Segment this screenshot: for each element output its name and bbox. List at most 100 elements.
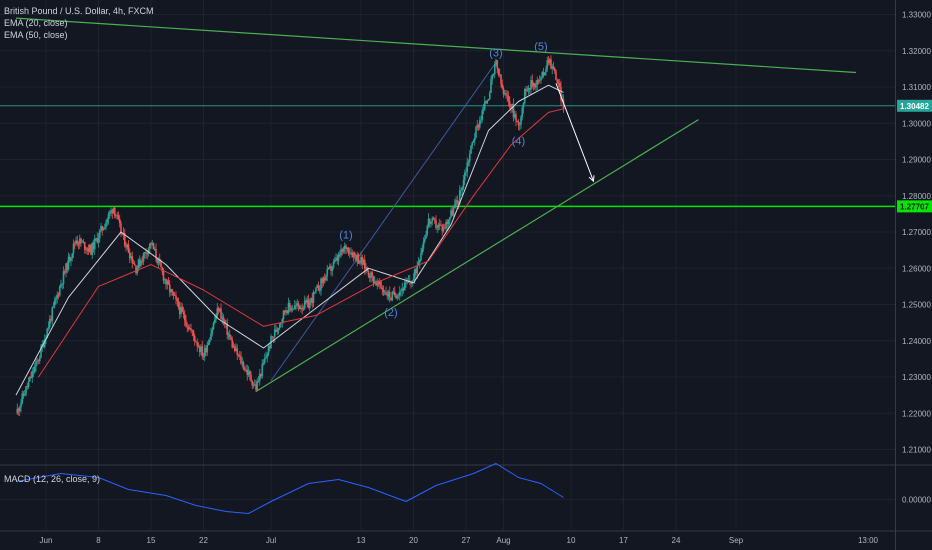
price-axis[interactable]: 1.33000 1.32000 1.31000 1.30000 1.29000 1.280… <box>897 11 932 505</box>
candle-up <box>425 234 427 239</box>
candlesticks <box>16 55 565 416</box>
candle-up <box>333 260 336 262</box>
candle-down <box>355 255 357 261</box>
candle-up <box>273 329 276 337</box>
candle-down <box>173 295 176 296</box>
candle-up <box>208 339 211 343</box>
candle-down <box>371 272 374 276</box>
candle-up <box>437 224 440 228</box>
candle-down <box>176 298 179 301</box>
candle-up <box>526 90 529 92</box>
candle-up <box>300 308 302 310</box>
candle-up <box>466 162 469 172</box>
candle-up <box>523 88 526 104</box>
candle-up <box>257 380 260 382</box>
time-axis[interactable]: Jun 8 15 22 Jul 13 20 27 Aug 10 17 24 Sep 13:00 <box>40 536 879 545</box>
time-tick-label: 15 <box>147 536 156 545</box>
candle-up <box>303 300 306 309</box>
candle-up <box>316 285 319 288</box>
impulse-channel-line <box>270 62 497 381</box>
candle-up <box>142 253 145 262</box>
candle-up <box>295 305 297 306</box>
candle-down <box>525 88 527 91</box>
candle-up <box>397 295 400 297</box>
candle-down <box>243 369 246 371</box>
candle-up <box>258 373 261 381</box>
candle-down <box>240 356 242 364</box>
candle-down <box>230 337 232 340</box>
candle-up <box>95 237 97 239</box>
candle-up <box>212 322 215 330</box>
candle-down <box>171 289 174 292</box>
candle-up <box>241 362 244 364</box>
candle-up <box>67 256 70 270</box>
candle-down <box>260 373 262 377</box>
candle-up <box>137 259 140 268</box>
candle-down <box>402 288 405 291</box>
grid-lines <box>0 0 895 530</box>
candle-up <box>107 214 110 220</box>
candle-down <box>121 233 124 235</box>
candle-up <box>126 244 129 248</box>
candle-down <box>80 238 82 243</box>
candle-up <box>91 242 94 255</box>
candle-down <box>381 287 384 290</box>
candle-down <box>432 218 435 220</box>
candle-up <box>413 269 416 279</box>
macd-legend[interactable]: MACD (12, 26, close, 9) <box>4 474 101 484</box>
candle-down <box>443 227 446 229</box>
candle-down <box>347 247 350 254</box>
candle-up <box>532 83 535 87</box>
candle-up <box>483 101 486 110</box>
candle-up <box>72 243 75 254</box>
candle-up <box>326 269 329 276</box>
candle-down <box>517 122 520 126</box>
forecast-arrow-head <box>588 175 595 183</box>
wave-label: (4) <box>512 136 525 148</box>
candle-up <box>541 72 544 77</box>
candle-up <box>147 248 150 254</box>
candle-up <box>52 305 55 308</box>
ema50-legend[interactable]: EMA (50, close) <box>4 30 68 40</box>
symbol-title[interactable]: British Pound / U.S. Dollar, 4h, FXCM <box>4 6 154 16</box>
candle-up <box>265 357 267 359</box>
candle-up <box>431 218 434 222</box>
candle-up <box>245 369 247 371</box>
candle-up <box>442 227 445 232</box>
price-tick-label: 1.25000 <box>902 301 931 310</box>
candle-up <box>337 254 340 261</box>
candle-up <box>261 363 264 377</box>
candle-down <box>135 265 137 274</box>
candle-up <box>342 248 345 252</box>
candle-down <box>323 277 326 281</box>
candle-up <box>387 291 390 297</box>
candle-down <box>223 320 226 324</box>
candle-up <box>25 386 27 395</box>
candle-up <box>320 278 322 291</box>
candle-down <box>132 262 135 265</box>
ema20-legend[interactable]: EMA (20, close) <box>4 18 68 28</box>
wave-label: (1) <box>339 229 352 241</box>
candle-up <box>462 180 465 188</box>
candle-down <box>385 292 387 295</box>
time-tick-label: Jul <box>266 536 276 545</box>
candle-up <box>543 72 546 76</box>
candle-up <box>420 253 422 260</box>
price-tick-label: 1.29000 <box>902 156 931 165</box>
candle-down <box>217 308 220 312</box>
candle-up <box>47 326 50 329</box>
macd-tick-label: 0.00000 <box>902 496 931 505</box>
candle-up <box>472 140 475 143</box>
ema20-line <box>15 84 564 396</box>
candle-up <box>473 137 476 141</box>
candle-down <box>298 306 301 310</box>
time-tick-label: 17 <box>619 536 628 545</box>
candle-up <box>513 114 516 118</box>
candle-down <box>440 225 442 227</box>
candle-up <box>312 292 315 303</box>
candle-up <box>327 267 330 270</box>
candle-down <box>457 201 460 204</box>
candle-up <box>527 88 530 91</box>
candle-up <box>287 303 290 313</box>
